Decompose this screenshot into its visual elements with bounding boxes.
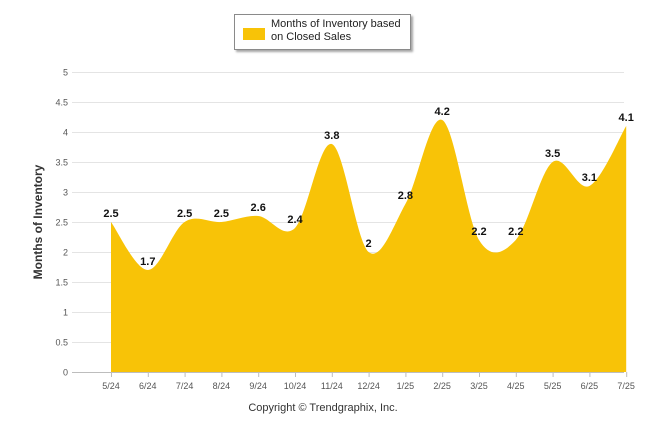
y-tick-label: 1: [63, 308, 68, 318]
data-labels: 2.5 1.7 2.5 2.5 2.6 2.4 3.8 2 2.8 4.2 2.2 2.2 3.5 3.1…: [103, 106, 633, 268]
x-tick-label: 5/25: [544, 381, 562, 391]
x-tick-label: 6/25: [581, 381, 599, 391]
x-tick-label: 9/24: [249, 381, 267, 391]
x-axis: [72, 372, 628, 377]
data-label: 2.5: [214, 208, 229, 220]
data-label: 2.2: [471, 226, 486, 238]
x-tick-label: 7/25: [617, 381, 635, 391]
y-tick-label: 2.5: [55, 218, 68, 228]
x-tick-label: 4/25: [507, 381, 525, 391]
legend-swatch: [243, 28, 265, 40]
y-axis-label: Months of Inventory: [31, 164, 45, 280]
y-tick-label: 4: [63, 128, 68, 138]
y-tick-label: 4.5: [55, 98, 68, 108]
y-tick-label: 0.5: [55, 338, 68, 348]
x-tick-label: 8/24: [213, 381, 231, 391]
x-tick-labels: 5/24 6/24 7/24 8/24 9/24 10/24 11/24 12/24 1/25 2…: [102, 381, 635, 391]
data-label: 2.6: [251, 202, 266, 214]
area-series: [111, 119, 627, 372]
x-tick-label: 1/25: [397, 381, 415, 391]
y-tick-label: 3.5: [55, 158, 68, 168]
y-tick-label: 3: [63, 188, 68, 198]
data-label: 4.1: [619, 112, 634, 124]
x-tick-label: 2/25: [433, 381, 451, 391]
y-tick-label: 5: [63, 68, 68, 78]
data-label: 3.8: [324, 130, 339, 142]
legend-label: Months of Inventory based on Closed Sale…: [271, 18, 401, 43]
y-tick-label: 2: [63, 248, 68, 258]
data-label: 2: [366, 238, 372, 250]
x-tick-label: 3/25: [470, 381, 488, 391]
data-label: 2.5: [177, 208, 192, 220]
x-tick-label: 5/24: [102, 381, 120, 391]
x-tick-label: 7/24: [176, 381, 194, 391]
data-label: 2.2: [508, 226, 523, 238]
data-label: 4.2: [435, 106, 450, 118]
copyright-text: Copyright © Trendgraphix, Inc.: [248, 402, 398, 414]
data-label: 3.1: [582, 172, 597, 184]
y-tick-labels: 0 0.5 1 1.5 2 2.5 3 3.5 4 4.5 5: [55, 68, 68, 378]
x-tick-label: 6/24: [139, 381, 157, 391]
data-label: 3.5: [545, 148, 560, 160]
y-tick-label: 1.5: [55, 278, 68, 288]
x-tick-label: 12/24: [357, 381, 380, 391]
data-label: 2.4: [287, 214, 303, 226]
data-label: 2.5: [103, 208, 118, 220]
data-label: 1.7: [140, 256, 155, 268]
y-tick-label: 0: [63, 368, 68, 378]
series-area: [111, 119, 627, 372]
x-tick-label: 11/24: [321, 381, 343, 391]
legend: Months of Inventory based on Closed Sale…: [234, 14, 411, 50]
x-tick-label: 10/24: [284, 381, 307, 391]
data-label: 2.8: [398, 190, 413, 202]
